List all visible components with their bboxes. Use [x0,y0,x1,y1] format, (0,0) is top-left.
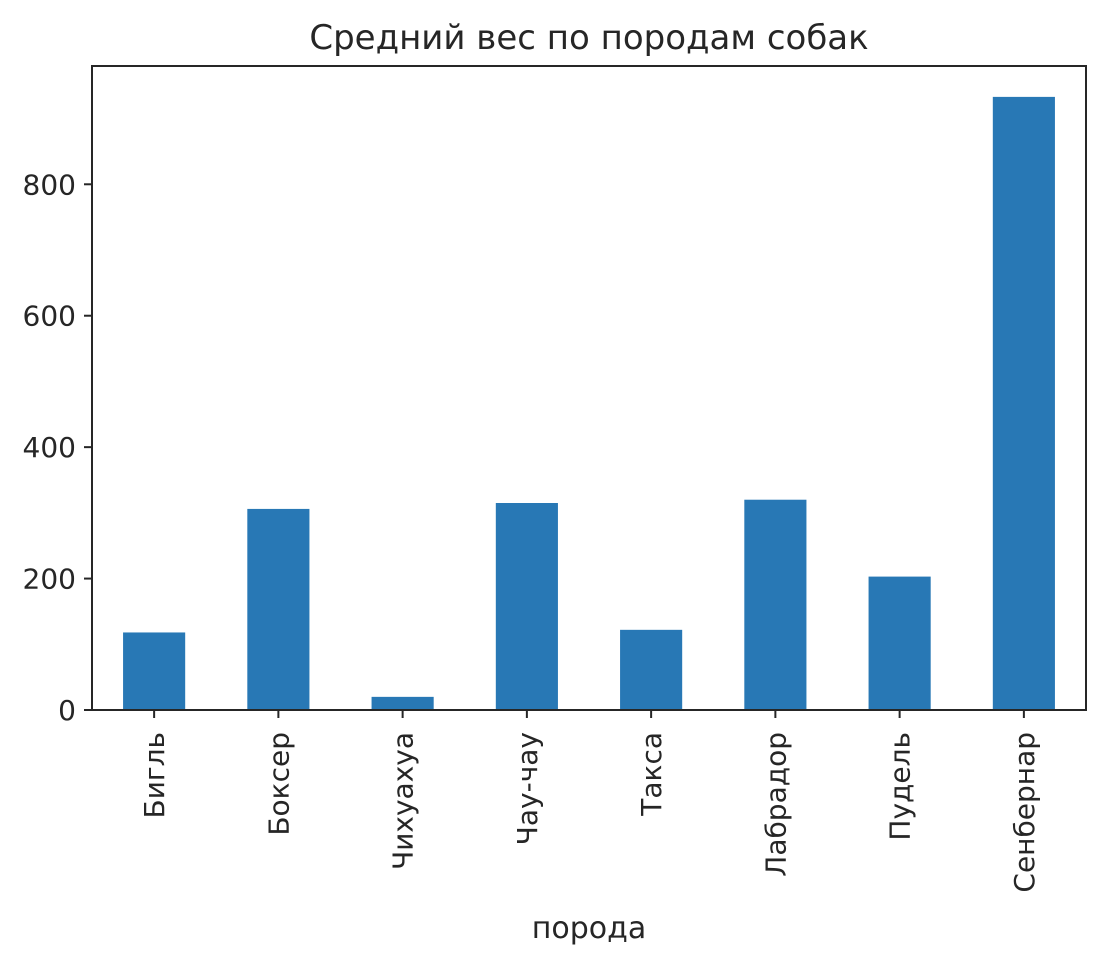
bar-5 [620,629,683,710]
bar-4 [495,503,558,710]
x-tick-label: Чихуахуа [387,732,420,870]
y-tick-label: 400 [23,431,76,464]
y-axis: 0 200 400 600 800 [23,168,92,727]
x-tick-label: Такса [635,732,668,817]
x-axis: Бигль Боксер Чихуахуа Чау-чау Такса Лабрадор П… [138,710,1041,893]
plot-area-frame [91,65,1087,711]
chart-title: Средний вес по породам собак [309,18,868,58]
bar-3 [371,696,434,710]
x-tick-label: Боксер [262,732,295,836]
x-tick-label: Бигль [138,732,171,819]
bar-1 [123,632,186,710]
bar-6 [744,499,807,710]
bar-7 [868,576,931,710]
x-tick-label: Чау-чау [511,732,544,845]
bars-group [123,96,1055,710]
x-axis-label: порода [532,911,647,946]
bar-2 [247,508,310,710]
y-tick-label: 200 [23,563,76,596]
y-tick-label: 600 [23,300,76,333]
bar-8 [992,96,1055,710]
y-tick-label: 800 [23,168,76,201]
x-tick-label: Пудель [884,732,917,841]
x-tick-label: Лабрадор [759,732,792,877]
y-tick-label: 0 [58,694,76,727]
x-tick-label: Сенбернар [1008,732,1041,893]
